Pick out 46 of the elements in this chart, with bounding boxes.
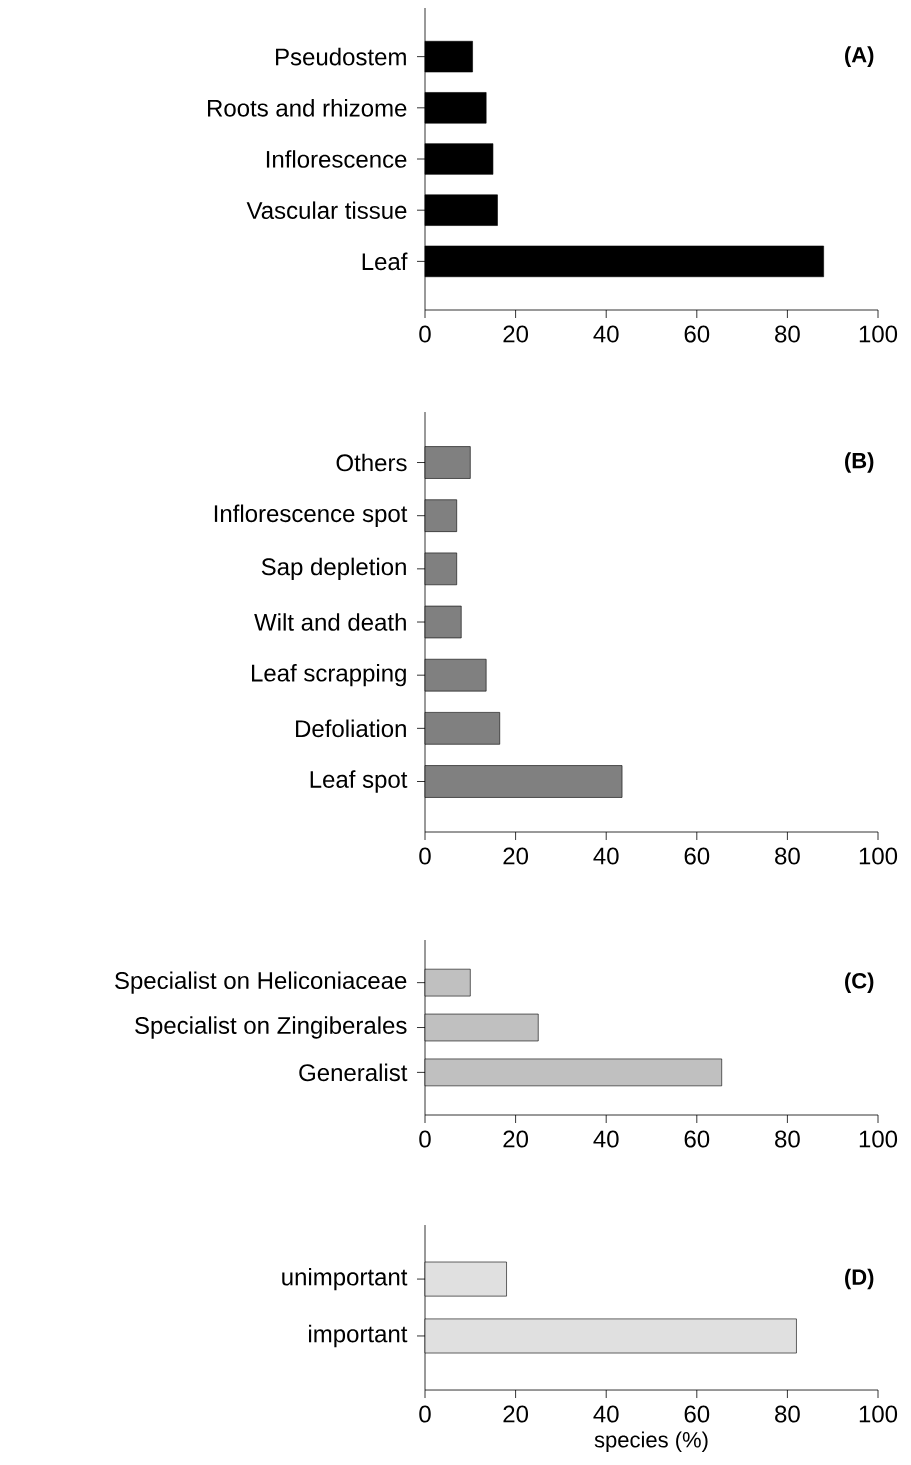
x-tick-label: 80 xyxy=(775,1130,800,1148)
annotation: (A) xyxy=(845,46,874,67)
x-tick-label: 40 xyxy=(593,847,619,865)
x-tick-label: 80 xyxy=(775,325,800,343)
y-tick-label: Wilt and death xyxy=(254,613,406,631)
annotation: (C) xyxy=(845,972,874,993)
y-tick-label: Inflorescence xyxy=(266,150,407,168)
y-tick-label: Sap depletion xyxy=(261,557,406,581)
x-tick-label: 0 xyxy=(419,1405,431,1423)
y-tick-label: Vascular tissue xyxy=(246,201,407,220)
y-tick-label: Others xyxy=(336,453,407,472)
y-tick-label: Defoliation xyxy=(296,719,406,738)
x-tick-label: 40 xyxy=(593,1405,619,1423)
x-tick-label: 20 xyxy=(503,847,528,865)
x-tick-label: 60 xyxy=(684,325,710,343)
annotation: (D) xyxy=(845,1268,874,1290)
x-tick-label: 0 xyxy=(419,847,431,865)
y-tick-label: Leaf xyxy=(362,252,408,271)
y-tick-label: important xyxy=(309,1324,408,1348)
x-tick-label: 40 xyxy=(593,1130,619,1148)
x-tick-label: 20 xyxy=(503,325,528,343)
x-tick-label: 20 xyxy=(503,1130,528,1148)
y-tick-label: Pseudostem xyxy=(276,47,406,66)
x-tick-label: 100 xyxy=(859,1405,898,1423)
y-tick-label: Leaf spot xyxy=(310,770,408,793)
x-tick-label: 60 xyxy=(684,1130,710,1148)
x-axis-title: species (%) xyxy=(594,1431,708,1452)
y-tick-label: Leaf scrapping xyxy=(252,663,406,687)
x-tick-label: 60 xyxy=(684,1405,710,1423)
y-tick-label: unimportant xyxy=(282,1267,408,1291)
x-tick-label: 100 xyxy=(859,325,898,343)
y-tick-label: Specialist on Zingiberales xyxy=(135,1016,407,1039)
x-tick-label: 80 xyxy=(775,847,800,865)
x-tick-label: 80 xyxy=(775,1405,800,1423)
x-tick-label: 100 xyxy=(859,847,898,865)
y-tick-label: Roots and rhizome xyxy=(208,99,407,117)
x-tick-label: 100 xyxy=(859,1130,898,1148)
annotation: (B) xyxy=(845,452,874,473)
y-tick-label: Specialist on Heliconiaceae xyxy=(115,971,407,994)
x-tick-label: 0 xyxy=(419,325,431,343)
y-tick-label: Generalist xyxy=(299,1063,408,1082)
x-tick-label: 20 xyxy=(503,1405,529,1423)
x-tick-label: 60 xyxy=(684,847,710,865)
x-tick-label: 0 xyxy=(419,1130,431,1148)
x-tick-label: 40 xyxy=(593,325,619,343)
y-tick-label: Inflorescence spot xyxy=(214,504,408,527)
